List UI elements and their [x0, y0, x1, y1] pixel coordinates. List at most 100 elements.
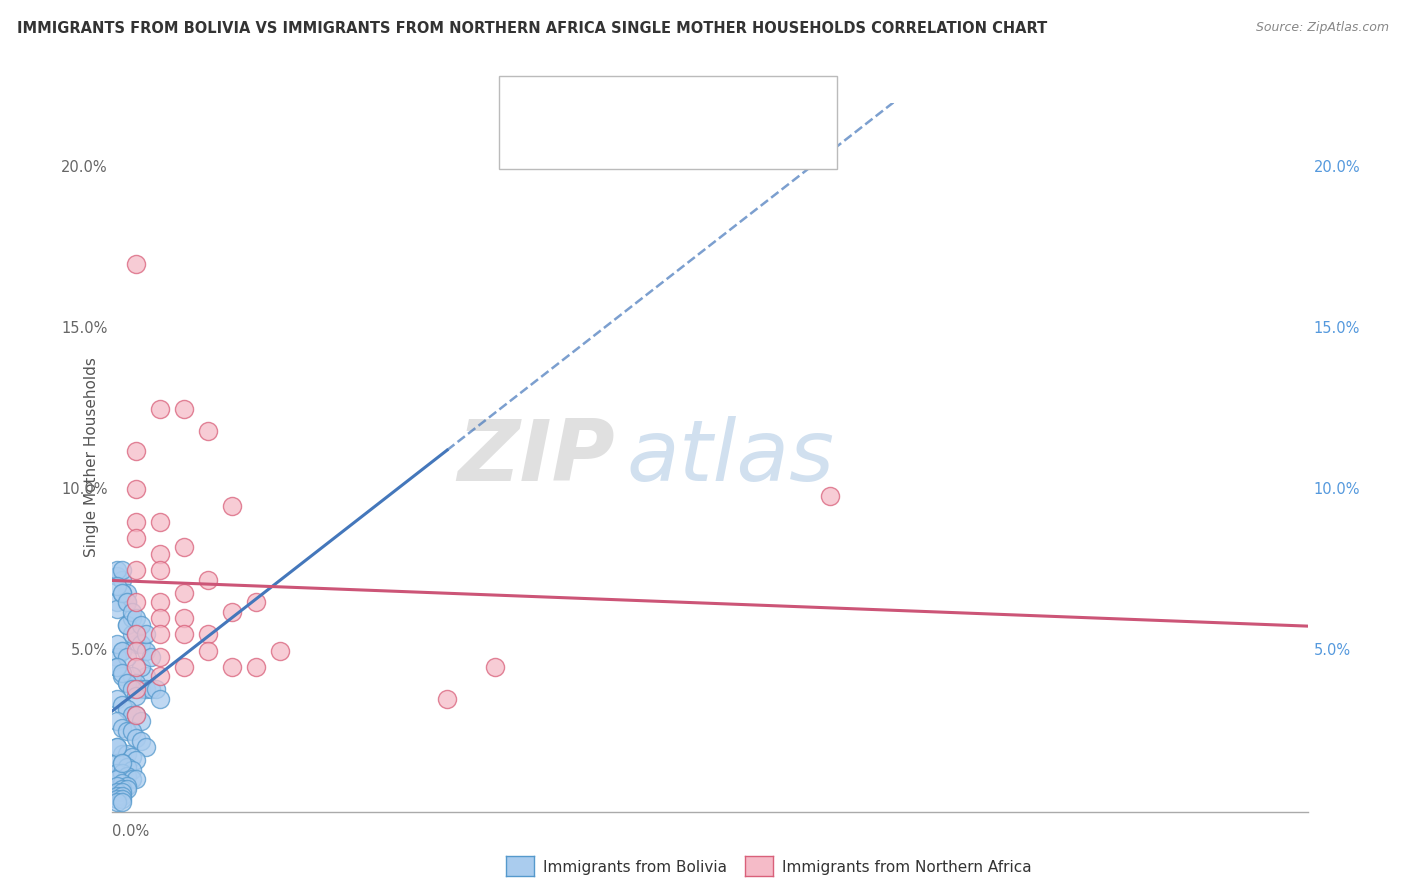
Point [125, 627, 148, 641]
Point [139, 650, 162, 665]
Point [197, 425, 219, 439]
Point [121, 724, 143, 739]
Point [125, 595, 148, 609]
Point [105, 785, 128, 799]
Point [105, 569, 128, 583]
Point [111, 669, 134, 683]
Point [105, 756, 128, 771]
Point [149, 595, 172, 609]
Point [115, 650, 138, 665]
Point [129, 714, 152, 729]
Point [121, 627, 143, 641]
Point [111, 756, 134, 771]
Point [125, 643, 148, 657]
Point [129, 617, 152, 632]
Point [105, 740, 128, 755]
Point [115, 782, 138, 797]
Point [129, 682, 152, 697]
Point [135, 627, 157, 641]
Point [121, 682, 143, 697]
Point [111, 585, 134, 599]
Point [111, 792, 134, 806]
Point [125, 689, 148, 703]
Point [436, 692, 458, 706]
Text: N = 90: N = 90 [682, 94, 744, 112]
Text: 0.0%: 0.0% [112, 824, 149, 839]
Point [111, 756, 134, 771]
Point [105, 795, 128, 809]
Point [135, 740, 157, 755]
Point [115, 779, 138, 793]
Point [197, 627, 219, 641]
Point [135, 669, 157, 683]
Point [115, 675, 138, 690]
Text: ZIP: ZIP [457, 416, 614, 499]
Text: 10.0%: 10.0% [1313, 482, 1360, 497]
Point [115, 595, 138, 609]
Text: atlas: atlas [627, 416, 834, 499]
Point [115, 585, 138, 599]
Point [115, 747, 138, 761]
Point [149, 627, 172, 641]
Point [125, 531, 148, 545]
Text: R = 0.026: R = 0.026 [560, 134, 650, 153]
Point [105, 595, 128, 609]
Text: Source: ZipAtlas.com: Source: ZipAtlas.com [1256, 21, 1389, 35]
Point [149, 563, 172, 577]
Point [149, 611, 172, 625]
Point [269, 643, 291, 657]
Point [105, 789, 128, 803]
Point [125, 627, 148, 641]
Point [115, 759, 138, 773]
Text: 10.0%: 10.0% [62, 482, 108, 497]
Point [125, 772, 148, 787]
Point [139, 682, 162, 697]
Point [111, 643, 134, 657]
Point [121, 669, 143, 683]
Point [149, 669, 172, 683]
Point [125, 675, 148, 690]
Point [125, 753, 148, 767]
Point [111, 573, 134, 587]
Point [111, 775, 134, 789]
Point [125, 659, 148, 673]
Point [111, 643, 134, 657]
Point [125, 731, 148, 745]
Point [125, 563, 148, 577]
Point [105, 779, 128, 793]
Point [105, 792, 128, 806]
Text: 5.0%: 5.0% [70, 643, 108, 658]
Point [129, 733, 152, 747]
Point [111, 666, 134, 681]
Text: Immigrants from Bolivia: Immigrants from Bolivia [543, 860, 727, 874]
Text: IMMIGRANTS FROM BOLIVIA VS IMMIGRANTS FROM NORTHERN AFRICA SINGLE MOTHER HOUSEHO: IMMIGRANTS FROM BOLIVIA VS IMMIGRANTS FR… [17, 21, 1047, 37]
Text: N = 40: N = 40 [682, 134, 744, 153]
Point [105, 766, 128, 780]
Point [121, 750, 143, 764]
Point [125, 483, 148, 497]
Point [105, 659, 128, 673]
Point [121, 763, 143, 777]
Point [173, 627, 195, 641]
Point [197, 643, 219, 657]
Text: 20.0%: 20.0% [60, 160, 108, 175]
Point [105, 714, 128, 729]
Point [105, 740, 128, 755]
Point [115, 675, 138, 690]
Point [105, 692, 128, 706]
Point [105, 563, 128, 577]
Point [111, 563, 134, 577]
Text: 15.0%: 15.0% [1313, 321, 1360, 335]
Point [121, 772, 143, 787]
Point [105, 659, 128, 673]
Point [111, 795, 134, 809]
Point [221, 499, 243, 513]
Point [221, 659, 243, 673]
Point [125, 515, 148, 529]
Point [121, 605, 143, 619]
Point [121, 611, 143, 625]
Point [115, 617, 138, 632]
Point [173, 401, 195, 416]
Text: 5.0%: 5.0% [1313, 643, 1351, 658]
Text: 15.0%: 15.0% [62, 321, 108, 335]
